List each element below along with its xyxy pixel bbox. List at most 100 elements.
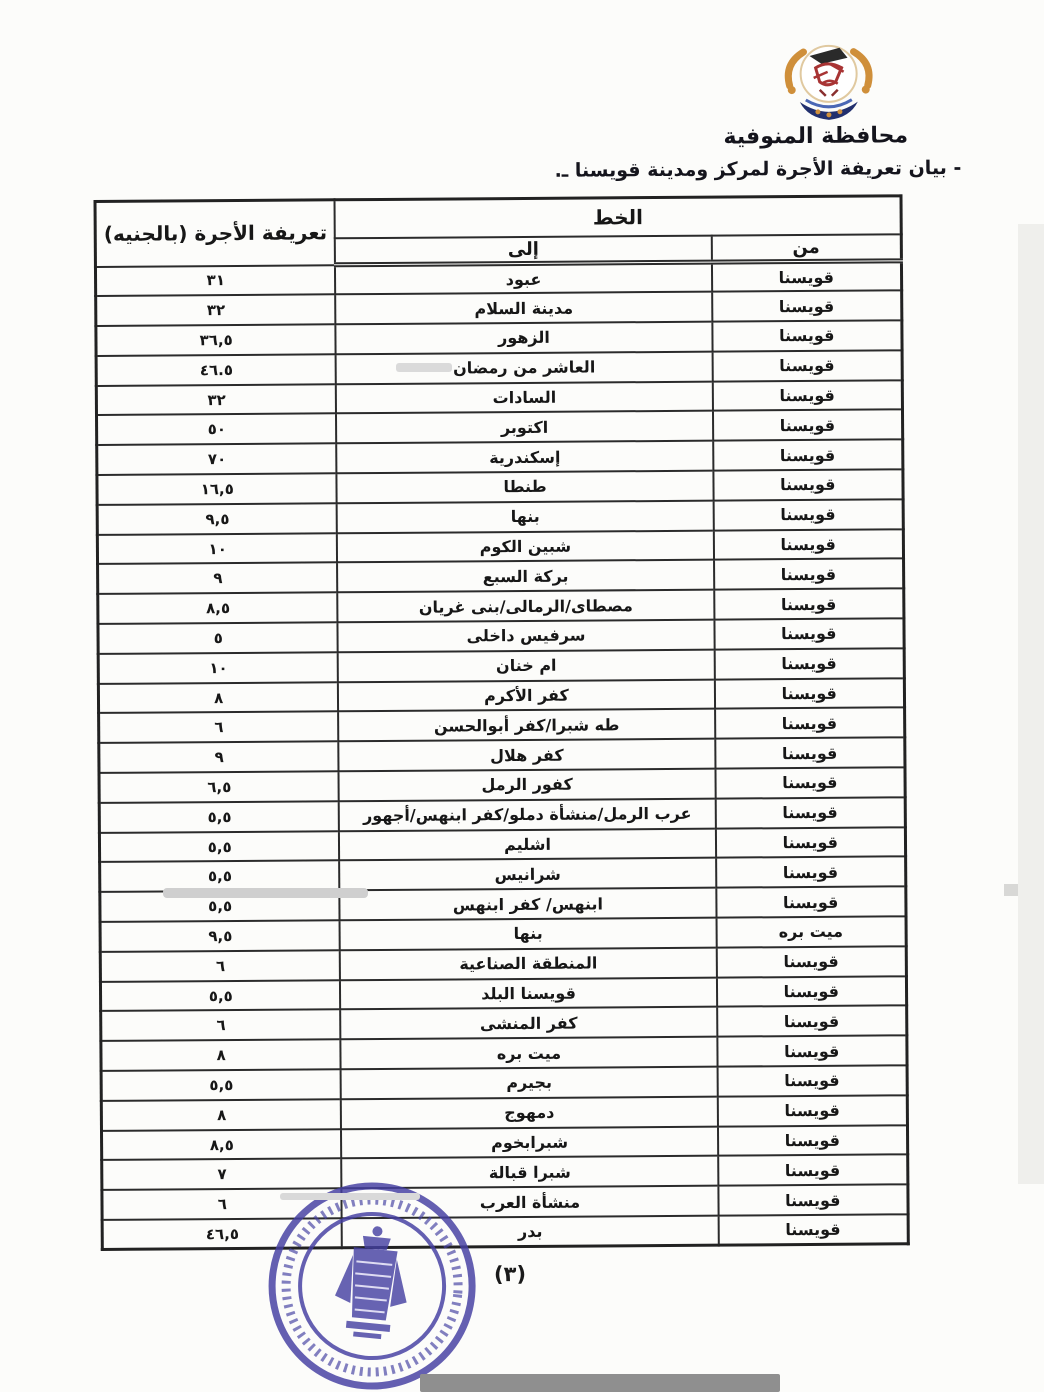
from-cell: قويسنا xyxy=(717,1065,908,1097)
fare-table: الخط تعريفة الأجرة (بالجنيه) من إلى قويس… xyxy=(93,194,910,1252)
to-cell: طنطا xyxy=(336,470,714,504)
fare-cell: ٨ xyxy=(98,681,339,714)
fare-cell: ٣٢ xyxy=(95,294,336,327)
from-cell: قويسنا xyxy=(715,886,907,918)
to-cell: شبين الكوم xyxy=(337,530,714,563)
to-cell: كفر الأكرم xyxy=(338,679,715,712)
to-cell: شرانيس xyxy=(339,858,716,891)
fare-cell: ٥٠ xyxy=(96,413,337,446)
from-cell: قويسنا xyxy=(711,320,903,352)
to-cell: طه شبرا/كفر أبوالحسن xyxy=(338,709,715,742)
from-cell: قويسنا xyxy=(718,1214,909,1246)
fare-cell: ٣٦,٥ xyxy=(95,324,337,356)
from-cell: قويسنا xyxy=(714,648,905,680)
to-cell: السادات xyxy=(336,381,713,414)
from-cell: قويسنا xyxy=(716,946,907,978)
from-cell: قويسنا xyxy=(715,797,906,829)
to-cell: ام خنان xyxy=(338,649,715,682)
from-cell: ميت بره xyxy=(716,916,907,948)
to-cell: عرب الرمل/منشأة دملو/كفر ابنهس/أجهور xyxy=(339,798,716,831)
official-stamp-seal-icon xyxy=(268,1182,476,1390)
to-cell: ميت بره xyxy=(340,1036,718,1070)
to-cell: العاشر من رمضان xyxy=(336,351,713,384)
from-cell: قويسنا xyxy=(712,350,903,382)
from-cell: قويسنا xyxy=(713,618,905,650)
fare-cell: ٦,٥ xyxy=(98,771,340,803)
to-cell: إسكندرية xyxy=(336,440,713,474)
from-cell: قويسنا xyxy=(716,1035,908,1067)
fare-cell: ٦ xyxy=(100,1009,341,1042)
from-cell: قويسنا xyxy=(713,499,904,531)
fare-cell: ٩,٥ xyxy=(100,920,341,952)
fare-cell: ٧٠ xyxy=(96,443,337,476)
from-cell: قويسنا xyxy=(717,1124,908,1157)
from-header-cell: من xyxy=(711,233,902,263)
to-cell: كفر هلال xyxy=(338,738,715,772)
fare-cell: ٥,٥ xyxy=(99,860,340,893)
to-cell: ابنهس/ كفر ابنهس xyxy=(339,887,717,921)
from-cell: قويسنا xyxy=(711,260,902,292)
to-cell: كفر المنشى xyxy=(340,1007,717,1040)
line-header-cell: الخط xyxy=(334,195,902,238)
to-cell: شبرابخوم xyxy=(341,1126,718,1159)
fare-cell: ٩ xyxy=(97,562,338,595)
from-cell: قويسنا xyxy=(717,1095,908,1127)
to-cell: دمهوج xyxy=(341,1096,718,1129)
fare-cell: ٩ xyxy=(98,741,339,773)
from-cell: قويسنا xyxy=(715,856,906,888)
fare-cell: ٣١ xyxy=(95,264,336,297)
from-cell: قويسنا xyxy=(713,588,904,620)
from-cell: قويسنا xyxy=(717,1184,909,1216)
menoufia-governorate-logo-icon xyxy=(784,44,873,120)
fare-cell: ٦ xyxy=(98,711,339,744)
fare-cell: ٤٦.٥ xyxy=(96,354,337,386)
to-cell: مصطاى/الرمالى/بنى غريان xyxy=(337,589,714,623)
to-cell: المنطقة الصناعية xyxy=(340,947,717,980)
from-cell: قويسنا xyxy=(714,707,905,739)
fare-cell: ١٠ xyxy=(97,532,338,565)
from-cell: قويسنا xyxy=(711,290,902,322)
from-cell: قويسنا xyxy=(712,469,904,501)
fare-cell: ٨ xyxy=(100,1039,342,1071)
from-cell: قويسنا xyxy=(716,975,907,1008)
fare-cell: ١٠ xyxy=(98,652,339,684)
fare-cell: ٩,٥ xyxy=(97,503,338,535)
fare-cell: ٥,٥ xyxy=(100,979,341,1012)
from-cell: قويسنا xyxy=(713,558,904,590)
from-cell: قويسنا xyxy=(714,737,905,769)
from-cell: قويسنا xyxy=(714,677,905,710)
fare-cell: ٥,٥ xyxy=(101,1069,342,1101)
from-cell: قويسنا xyxy=(713,528,904,561)
to-cell: كفور الرمل xyxy=(338,768,716,802)
page-subtitle: - بيان تعريفة الأجرة لمركز ومدينة قويسنا… xyxy=(554,156,962,182)
to-cell: اكتوبر xyxy=(336,411,713,444)
from-cell: قويسنا xyxy=(712,380,903,412)
from-cell: قويسنا xyxy=(715,826,906,859)
to-cell: بجيرم xyxy=(341,1066,718,1100)
to-cell: اشليم xyxy=(339,828,716,861)
from-cell: قويسنا xyxy=(714,767,906,799)
fare-header-cell: تعريفة الأجرة (بالجنيه) xyxy=(94,199,336,267)
fare-cell: ٥,٥ xyxy=(99,890,341,922)
fare-cell: ٨ xyxy=(101,1099,342,1131)
from-cell: قويسنا xyxy=(712,409,903,441)
fare-cell: ٨,٥ xyxy=(101,1128,342,1161)
to-cell: الزهور xyxy=(335,321,713,355)
fare-cell: ٥ xyxy=(97,622,339,654)
fare-cell: ٦ xyxy=(100,950,341,982)
to-cell: بنها xyxy=(337,500,714,533)
fare-cell: ١٦,٥ xyxy=(96,473,338,505)
from-cell: قويسنا xyxy=(717,1154,908,1186)
to-cell: بركة السبع xyxy=(337,560,714,593)
fare-table-body: قويسنا عبود ٣١ قويسنا مدينة السلام ٣٢ قويسنا ال… xyxy=(95,260,909,1250)
fare-cell: ٨,٥ xyxy=(97,592,338,625)
from-cell: قويسنا xyxy=(712,439,903,471)
from-cell: قويسنا xyxy=(716,1005,907,1037)
fare-table-header: الخط تعريفة الأجرة (بالجنيه) من إلى xyxy=(94,195,902,267)
to-cell: مدينة السلام xyxy=(335,291,712,325)
table-row: قويسنا بدر ٤٦,٥ xyxy=(102,1214,909,1250)
fare-cell: ٥,٥ xyxy=(99,830,340,863)
page-number: (٣) xyxy=(493,1261,527,1287)
to-cell: سرفيس داخلى xyxy=(337,619,715,653)
